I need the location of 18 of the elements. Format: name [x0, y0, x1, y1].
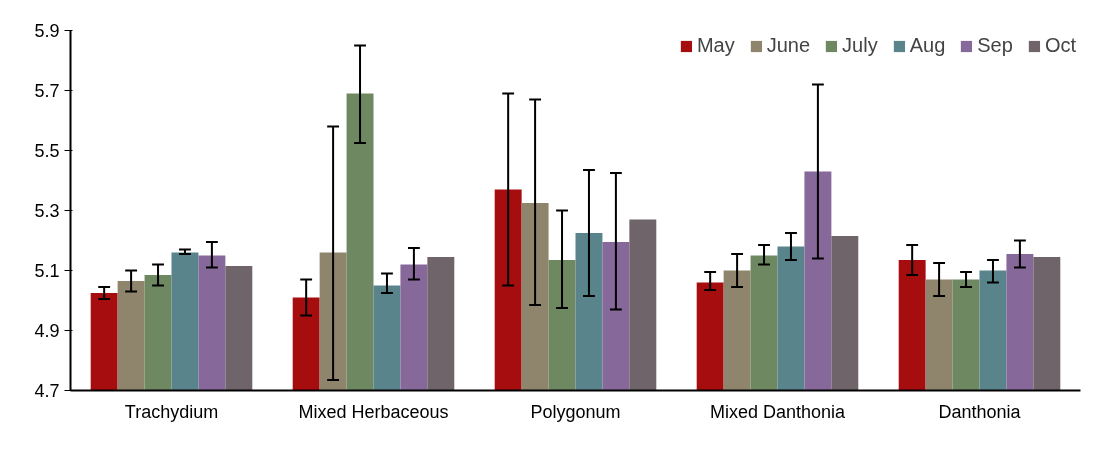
legend-label: July [842, 34, 878, 57]
x-tick-label: Mixed Herbaceous [298, 401, 449, 422]
x-tick-label: Polygonum [530, 401, 621, 422]
legend-label: June [766, 34, 811, 57]
legend-label: Sep [977, 34, 1013, 57]
y-tick-label: 4.7 [34, 381, 60, 401]
y-tick-label: 5.1 [34, 261, 60, 281]
y-tick-label: 5.9 [34, 21, 60, 41]
legend-label: Aug [909, 34, 946, 57]
legend-label: May [696, 34, 735, 57]
legend-label: Oct [1044, 34, 1076, 57]
y-tick-label: 4.9 [34, 321, 60, 341]
x-tick-label: Trachydium [124, 401, 219, 422]
y-tick-label: 5.5 [34, 141, 60, 161]
x-tick-label: Danthonia [938, 401, 1022, 422]
x-tick-label: Mixed Danthonia [709, 401, 847, 422]
y-tick-label: 5.7 [34, 81, 60, 101]
y-tick-label: 5.3 [34, 201, 60, 221]
